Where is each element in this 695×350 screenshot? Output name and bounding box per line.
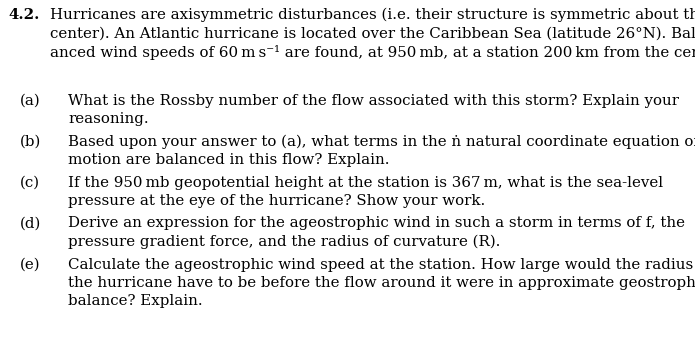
Text: What is the Rossby number of the flow associated with this storm? Explain your: What is the Rossby number of the flow as… [68,93,679,107]
Text: Based upon your answer to (a), what terms in the ṅ natural coordinate equation o: Based upon your answer to (a), what term… [68,134,695,149]
Text: (c): (c) [20,175,40,189]
Text: (a): (a) [20,93,40,107]
Text: pressure at the eye of the hurricane? Show your work.: pressure at the eye of the hurricane? Sh… [68,194,485,208]
Text: (e): (e) [20,258,40,272]
Text: Derive an expression for the ageostrophic wind in such a storm in terms of f, th: Derive an expression for the ageostrophi… [68,217,685,231]
Text: 4.2.: 4.2. [8,8,40,22]
Text: (d): (d) [20,217,41,231]
Text: Calculate the ageostrophic wind speed at the station. How large would the radius: Calculate the ageostrophic wind speed at… [68,258,695,272]
Text: center). An Atlantic hurricane is located over the Caribbean Sea (latitude 26°N): center). An Atlantic hurricane is locate… [50,27,695,41]
Text: anced wind speeds of 60 m s⁻¹ are found, at 950 mb, at a station 200 km from the: anced wind speeds of 60 m s⁻¹ are found,… [50,45,695,60]
Text: reasoning.: reasoning. [68,112,149,126]
Text: pressure gradient force, and the radius of curvature (R).: pressure gradient force, and the radius … [68,235,500,250]
Text: Hurricanes are axisymmetric disturbances (i.e. their structure is symmetric abou: Hurricanes are axisymmetric disturbances… [50,8,695,22]
Text: (b): (b) [20,134,41,148]
Text: motion are balanced in this flow? Explain.: motion are balanced in this flow? Explai… [68,153,389,167]
Text: the hurricane have to be before the flow around it were in approximate geostroph: the hurricane have to be before the flow… [68,276,695,290]
Text: If the 950 mb geopotential height at the station is 367 m, what is the sea-level: If the 950 mb geopotential height at the… [68,175,663,189]
Text: balance? Explain.: balance? Explain. [68,294,203,308]
